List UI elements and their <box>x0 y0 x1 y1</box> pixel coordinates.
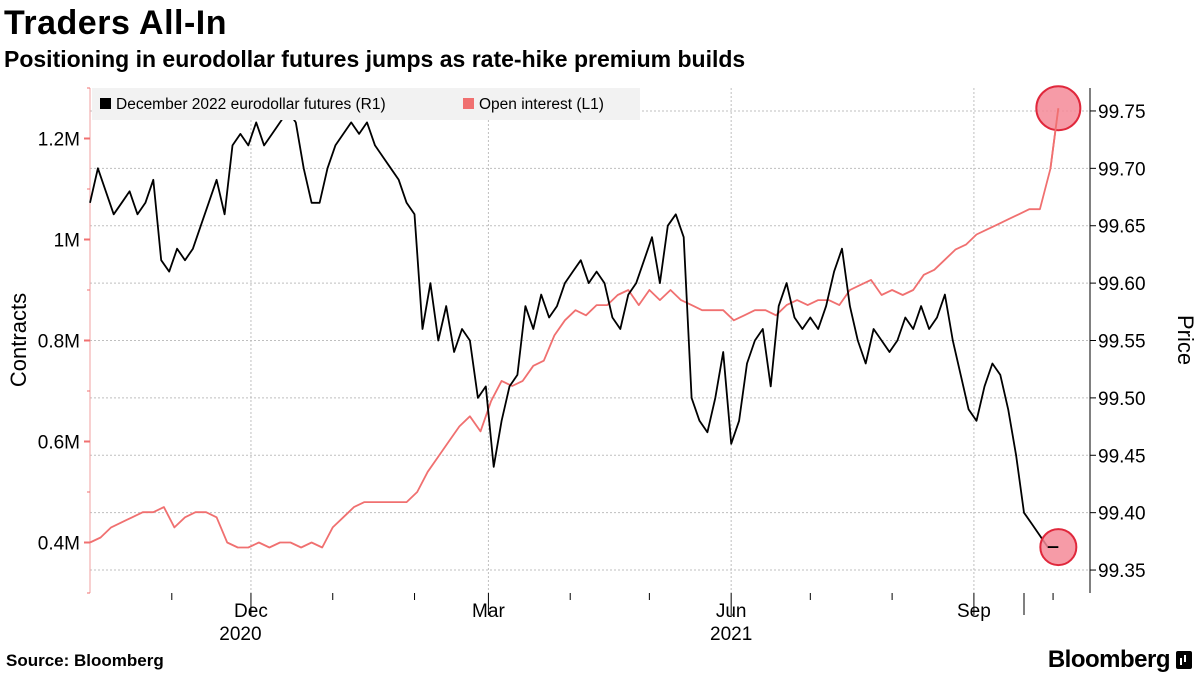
series-lines <box>89 108 1060 549</box>
y-left-tick-label: 0.8M <box>38 332 80 353</box>
series-line-eurodollar-futures <box>89 110 1054 548</box>
line-chart: Dec Mar Jun Sep 2020 2021 0.4M 0.6M 0.8M 1M 1.2M 99… <box>6 85 1198 640</box>
x-tick-label: Jun <box>716 601 747 622</box>
x-tick-label: Sep <box>957 601 991 622</box>
y-left-axis-title: Contracts <box>6 293 31 387</box>
y-left-tick-label: 1M <box>54 231 80 252</box>
x-year-label: 2021 <box>710 624 752 640</box>
y-right-tick-label: 99.45 <box>1098 446 1146 467</box>
y-right-tick-label: 99.55 <box>1098 332 1146 353</box>
y-right-axis-title: Price <box>1173 315 1198 365</box>
axes: Dec Mar Jun Sep 2020 2021 0.4M 0.6M 0.8M 1M 1.2M 99… <box>6 87 1198 640</box>
open-interest-tip <box>1049 108 1060 169</box>
legend-label-open-interest: Open interest (L1) <box>479 96 604 113</box>
legend-label-futures: December 2022 eurodollar futures (R1) <box>116 96 386 113</box>
legend-swatch-open-interest <box>463 98 474 109</box>
bloomberg-terminal-icon <box>1176 651 1192 669</box>
y-left-tick-label: 0.6M <box>38 433 80 454</box>
y-right-tick-label: 99.35 <box>1098 561 1146 582</box>
chart-subtitle: Positioning in eurodollar futures jumps … <box>4 46 746 72</box>
y-right-tick-label: 99.75 <box>1098 102 1146 123</box>
y-right-tick-label: 99.50 <box>1098 389 1146 410</box>
y-right-tick-label: 99.70 <box>1098 159 1146 180</box>
y-left-tick-label: 1.2M <box>38 130 80 151</box>
series-line-open-interest <box>89 108 1060 549</box>
legend: December 2022 eurodollar futures (R1) Ope… <box>92 88 640 120</box>
y-right-tick-label: 99.65 <box>1098 217 1146 238</box>
y-right-tick-label: 99.60 <box>1098 274 1146 295</box>
y-left-tick-label: 0.4M <box>38 534 80 555</box>
source-note: Source: Bloomberg <box>6 651 164 670</box>
gridlines <box>90 88 1090 593</box>
legend-box <box>92 88 640 120</box>
x-tick-label: Dec <box>234 601 268 622</box>
bloomberg-logo: Bloomberg <box>1047 646 1171 673</box>
x-tick-label: Mar <box>472 601 505 622</box>
x-year-label: 2020 <box>219 624 261 640</box>
end-markers <box>1035 85 1082 567</box>
chart-title: Traders All-In <box>4 4 228 42</box>
y-right-tick-label: 99.40 <box>1098 504 1146 525</box>
legend-swatch-futures <box>100 98 111 109</box>
